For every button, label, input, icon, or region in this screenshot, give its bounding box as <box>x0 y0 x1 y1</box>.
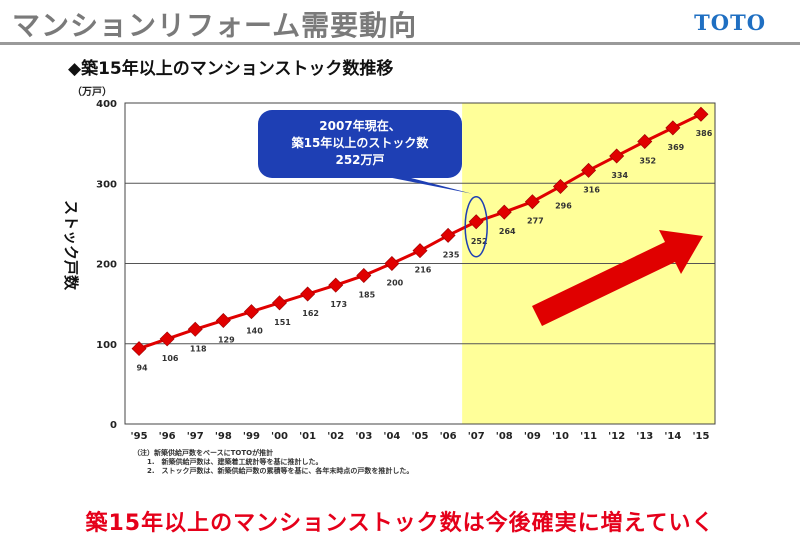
data-point <box>412 243 428 259</box>
data-point <box>581 162 597 178</box>
x-tick-label: '04 <box>383 431 400 442</box>
y-tick-label: 400 <box>96 99 117 110</box>
x-tick-label: '02 <box>327 431 344 442</box>
data-label: 316 <box>583 185 600 194</box>
x-tick-label: '10 <box>552 431 569 442</box>
data-label: 140 <box>246 327 263 336</box>
headline-message: 築15年以上のマンションストック数は今後確実に増えていく <box>85 511 715 536</box>
data-point <box>131 341 147 357</box>
data-point <box>440 227 456 243</box>
x-tick-label: '96 <box>159 431 176 442</box>
chart-title: ◆築15年以上のマンションストック数推移 <box>68 59 394 79</box>
callout-highlight-ellipse <box>464 196 488 258</box>
data-point <box>468 214 484 230</box>
data-label: 369 <box>668 143 685 152</box>
data-point <box>693 106 709 122</box>
x-tick-label: '99 <box>243 431 260 442</box>
x-tick-label: '12 <box>608 431 625 442</box>
footnote: （注）新築供給戸数をベースにTOTOが推計 <box>133 448 273 457</box>
data-point <box>665 120 681 136</box>
data-point <box>328 277 344 293</box>
data-point <box>159 331 175 347</box>
data-label: 386 <box>696 129 713 138</box>
x-tick-label: '13 <box>636 431 653 442</box>
page-title: マンションリフォーム需要動向 <box>12 9 418 42</box>
y-axis-label: ストック戸数 <box>62 200 80 291</box>
x-tick-label: '95 <box>131 431 148 442</box>
callout-text-line: 築15年以上のストック数 <box>291 135 430 150</box>
callout-text-line: 2007年現在、 <box>319 118 400 133</box>
callout-pointer <box>352 170 473 194</box>
data-label: 106 <box>162 354 179 363</box>
data-point <box>300 286 316 302</box>
title-divider <box>0 42 800 45</box>
plot-border <box>124 102 716 425</box>
x-tick-label: '06 <box>440 431 457 442</box>
data-label: 151 <box>274 318 291 327</box>
data-label: 200 <box>387 279 404 288</box>
x-tick-label: '09 <box>524 431 541 442</box>
data-label: 277 <box>527 217 544 226</box>
brand-logo: TOTO <box>694 10 766 35</box>
data-point <box>384 256 400 271</box>
data-label: 94 <box>136 364 148 373</box>
data-label: 185 <box>358 291 375 300</box>
data-label: 235 <box>443 250 460 259</box>
chart-area: 0 100 200 300 400 '95 '96 '97 '98 '99 '00 '01 '02 '03… <box>62 85 716 475</box>
data-point <box>609 148 625 164</box>
x-tick-label: '11 <box>580 431 597 442</box>
x-tick-label: '03 <box>355 431 372 442</box>
data-point <box>524 194 540 210</box>
trend-arrow <box>532 230 703 326</box>
data-label: 252 <box>471 237 488 246</box>
data-point <box>272 295 288 311</box>
footnote: 2. ストック戸数は、新築供給戸数の累積等を基に、各年末時点の戸数を推計した。 <box>147 466 413 475</box>
x-tick-label: '15 <box>692 431 709 442</box>
data-point <box>215 312 231 328</box>
y-tick-label: 100 <box>96 340 117 351</box>
footnote: 1. 新築供給戸数は、建築着工統計等を基に推計した。 <box>147 457 323 466</box>
data-label: 334 <box>611 171 628 180</box>
data-point <box>496 204 512 220</box>
x-tick-label: '98 <box>215 431 232 442</box>
data-label: 264 <box>499 227 516 236</box>
data-point <box>243 304 259 320</box>
callout-bubble <box>258 110 462 178</box>
x-tick-label: '00 <box>271 431 288 442</box>
y-tick-label: 300 <box>96 179 117 190</box>
data-label: 118 <box>190 344 207 353</box>
x-tick-label: '01 <box>299 431 316 442</box>
x-tick-label: '14 <box>664 431 681 442</box>
data-label: 173 <box>330 300 347 309</box>
y-tick-label: 0 <box>110 420 117 431</box>
data-point <box>552 178 568 194</box>
x-tick-label: '97 <box>187 431 204 442</box>
data-label: 162 <box>302 309 319 318</box>
data-point <box>356 268 372 284</box>
x-tick-label: '05 <box>412 431 429 442</box>
data-label: 296 <box>555 201 572 210</box>
x-tick-label: '08 <box>496 431 513 442</box>
y-tick-label: 200 <box>96 260 117 271</box>
data-label: 352 <box>639 157 656 166</box>
data-point <box>187 321 203 337</box>
callout-text-line: 252万戸 <box>335 153 384 167</box>
data-label: 216 <box>415 266 432 275</box>
x-tick-label: '07 <box>468 431 485 442</box>
y-unit-label: （万戸） <box>72 85 112 98</box>
data-point <box>637 134 653 150</box>
data-label: 129 <box>218 335 235 344</box>
